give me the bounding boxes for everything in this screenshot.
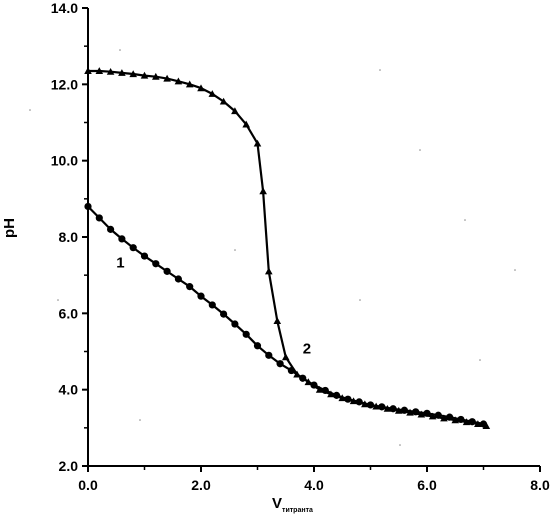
- y-tick-label: 2.0: [59, 458, 79, 474]
- series-2-point: [259, 187, 267, 195]
- x-axis-title-main: V: [272, 495, 282, 512]
- series-2-point: [281, 353, 290, 361]
- scan-speckle: [234, 249, 236, 251]
- scan-speckle: [464, 219, 466, 221]
- x-tick-label: 2.0: [191, 477, 211, 493]
- series-2-point: [242, 120, 250, 128]
- series-2-point: [361, 400, 369, 408]
- series-2-line: [88, 69, 487, 427]
- series-2-point: [129, 70, 137, 78]
- series-1-point: [118, 235, 126, 243]
- scan-speckle: [119, 49, 121, 51]
- series-1-point: [129, 244, 137, 252]
- series-2-point: [482, 422, 491, 429]
- series-2-point: [474, 420, 482, 428]
- series-2-point: [273, 317, 282, 325]
- series-2-point: [304, 378, 313, 386]
- scan-speckle: [139, 419, 141, 421]
- annotation-layer: 12: [116, 255, 311, 358]
- series-layer: [84, 67, 491, 429]
- y-axis-title: pH: [1, 218, 18, 238]
- series-1-point: [140, 252, 149, 260]
- scan-speckle: [29, 109, 31, 111]
- y-ticks: 2.0 4.0 6.0 8.0 10.0 12.0 14.0: [51, 0, 88, 474]
- scan-speckle: [514, 269, 516, 271]
- series-2-point: [265, 267, 273, 275]
- scan-speckle: [359, 299, 361, 301]
- background-speckles: [29, 49, 516, 446]
- series-2-point: [440, 414, 448, 422]
- x-tick-label: 6.0: [417, 477, 437, 493]
- scan-speckle: [399, 444, 401, 446]
- x-axis-title-subscript: титранта: [282, 507, 313, 514]
- series-1-line: [87, 205, 484, 426]
- series-2-point: [219, 97, 228, 105]
- series-2-point: [163, 74, 171, 82]
- series-2-point: [118, 69, 126, 76]
- y-tick-label: 14.0: [51, 0, 78, 16]
- y-tick-label: 4.0: [59, 382, 79, 398]
- series-2-point: [315, 385, 324, 393]
- scan-speckle: [57, 299, 59, 301]
- series-2-point: [231, 107, 239, 115]
- series-1: [84, 202, 488, 428]
- y-tick-label: 10.0: [51, 153, 78, 169]
- series-1-point: [107, 225, 115, 233]
- series-1-point: [208, 301, 216, 309]
- series-2-point: [152, 72, 160, 80]
- y-tick-label: 12.0: [51, 76, 78, 92]
- series-1-point: [163, 267, 171, 275]
- series-2-point: [462, 418, 471, 426]
- scan-speckle: [379, 69, 381, 71]
- series-1-point: [276, 360, 284, 368]
- scan-speckle: [419, 149, 421, 151]
- x-axis-title: Vтитранта: [272, 495, 313, 514]
- series-2-point: [106, 67, 115, 75]
- series-1-point: [197, 292, 205, 300]
- series-2-point: [253, 139, 262, 147]
- series-2-point: [293, 370, 301, 378]
- series-1-point: [186, 283, 194, 291]
- series-1-point: [220, 310, 228, 318]
- series-2-point: [383, 404, 392, 412]
- x-tick-label: 4.0: [304, 477, 324, 493]
- y-tick-label: 8.0: [59, 229, 79, 245]
- x-tick-label: 0.0: [78, 477, 98, 493]
- series-2-point: [84, 67, 92, 75]
- curve-label-2: 2: [303, 340, 311, 357]
- scan-speckle: [479, 359, 481, 361]
- series-2-point: [406, 408, 414, 416]
- series-2-point: [428, 412, 437, 420]
- series-2-point: [140, 71, 149, 79]
- series-2-point: [338, 394, 347, 402]
- series-1-point: [152, 260, 160, 268]
- series-1-point: [174, 275, 182, 283]
- series-1-point: [95, 214, 103, 222]
- series-2-point: [451, 416, 460, 424]
- series-2-point: [394, 406, 403, 414]
- series-1-point: [265, 351, 273, 359]
- series-1-point: [242, 330, 250, 338]
- x-tick-label: 8.0: [530, 477, 550, 493]
- series-1-point: [84, 202, 92, 211]
- y-tick-label: 6.0: [59, 305, 79, 321]
- series-1-point: [231, 320, 239, 328]
- series-2: [84, 67, 491, 429]
- x-ticks: 0.0 2.0 4.0 6.0 8.0: [78, 466, 550, 493]
- series-2-point: [197, 84, 205, 92]
- series-2-point: [185, 80, 194, 88]
- curve-label-1: 1: [116, 255, 124, 272]
- series-2-point: [208, 90, 217, 97]
- series-2-point: [327, 390, 335, 398]
- series-1-point: [253, 342, 262, 350]
- series-2-point: [417, 410, 426, 418]
- series-2-point: [95, 67, 104, 75]
- series-2-point: [349, 397, 358, 405]
- series-2-point: [174, 77, 183, 85]
- series-2-point: [372, 402, 380, 410]
